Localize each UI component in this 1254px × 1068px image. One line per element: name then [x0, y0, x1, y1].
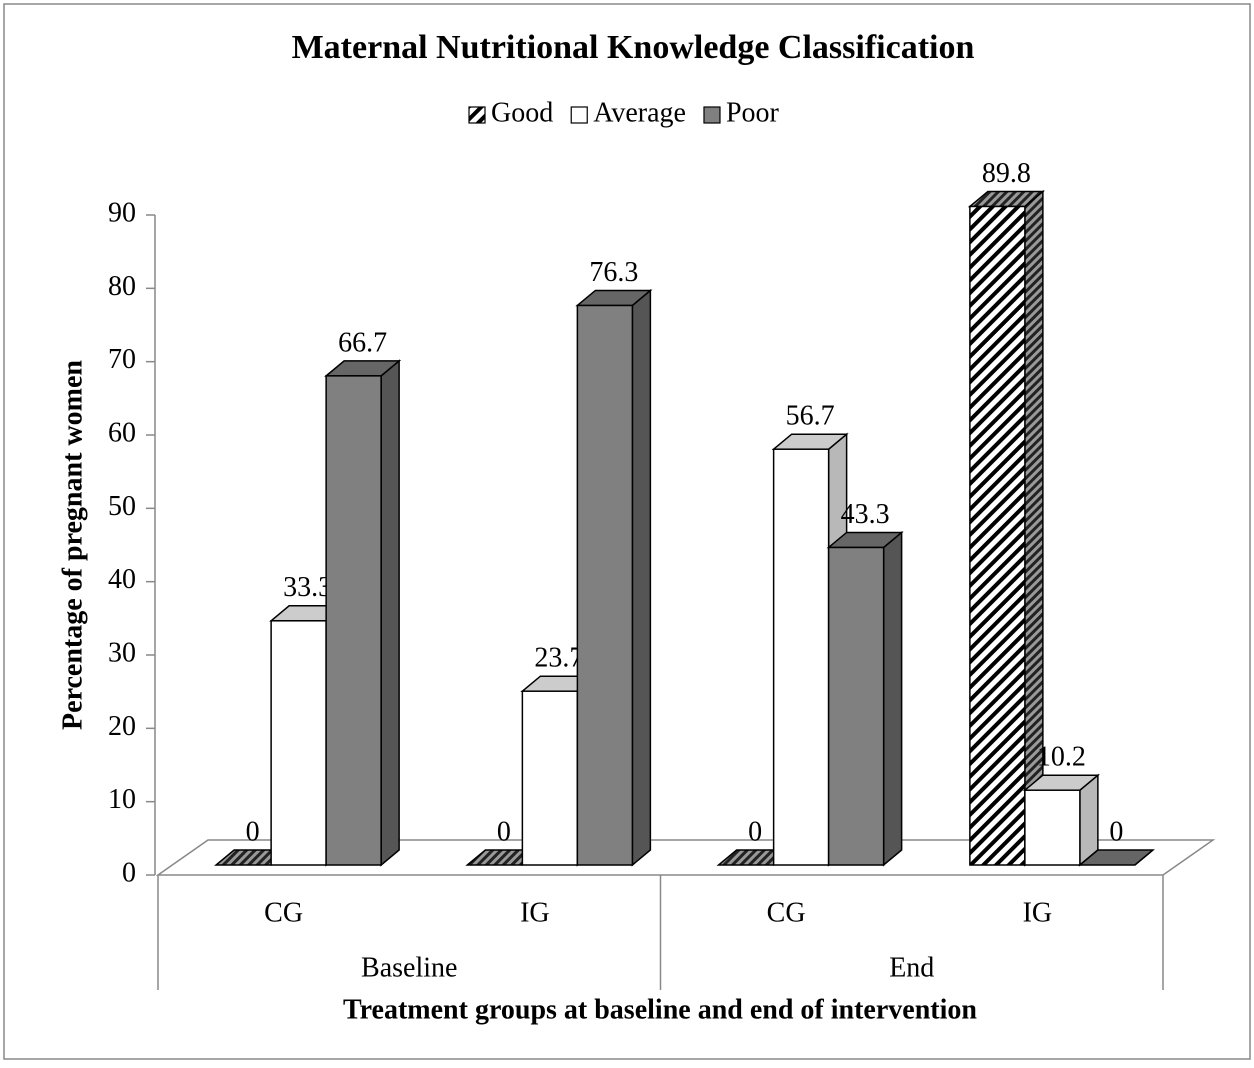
- legend: Good Average Poor: [468, 97, 780, 128]
- legend-swatch: [468, 106, 486, 124]
- bar-side: [380, 359, 400, 867]
- bar: [325, 375, 382, 866]
- data-label: 33.3: [283, 572, 332, 603]
- data-label: 0: [497, 816, 511, 847]
- bar: [1024, 789, 1081, 866]
- bar-3d: [1022, 773, 1100, 867]
- data-label: 23.7: [534, 643, 583, 674]
- chart-title: Maternal Nutritional Knowledge Classific…: [292, 29, 975, 66]
- data-label: 0: [246, 816, 260, 847]
- category-group-label: End: [889, 952, 934, 983]
- y-tick-label: 60: [108, 417, 136, 448]
- bar-3d: [826, 530, 904, 867]
- bar: [772, 448, 830, 866]
- y-tick-label: 20: [108, 711, 136, 742]
- bar-side: [882, 530, 903, 867]
- legend-label: Good: [491, 97, 553, 128]
- x-tick-label: IG: [1023, 897, 1053, 928]
- bar-3d: [324, 359, 402, 867]
- y-tick-label: 0: [122, 857, 136, 888]
- data-label: 0: [748, 816, 762, 847]
- x-tick-label: CG: [264, 897, 303, 928]
- legend-label: Poor: [726, 97, 780, 128]
- data-label: 43.3: [841, 499, 890, 530]
- data-label: 66.7: [338, 327, 387, 358]
- bar: [969, 205, 1026, 866]
- y-axis-title: Percentage of pregnant women: [57, 360, 88, 730]
- bar-side: [631, 288, 652, 867]
- bar-3d: [1077, 849, 1155, 866]
- y-tick-label: 70: [108, 344, 136, 375]
- x-tick-label: IG: [520, 897, 550, 928]
- data-label: 76.3: [589, 257, 638, 288]
- x-tick-label: CG: [767, 897, 806, 928]
- data-label: 0: [1109, 816, 1123, 847]
- legend-swatch: [570, 106, 588, 124]
- legend-label: Average: [593, 97, 686, 128]
- data-label: 89.8: [982, 158, 1031, 189]
- y-tick-label: 30: [108, 637, 136, 668]
- bar: [827, 546, 885, 866]
- bar-top: [1077, 849, 1155, 866]
- x-axis-title: Treatment groups at baseline and end of …: [343, 994, 977, 1025]
- data-label: 10.2: [1037, 742, 1086, 773]
- bar: [270, 620, 327, 866]
- y-tick-label: 80: [108, 271, 136, 302]
- data-label: 56.7: [786, 401, 835, 432]
- category-group-label: Baseline: [361, 952, 457, 983]
- bar: [576, 304, 634, 866]
- y-tick-label: 50: [108, 491, 136, 522]
- bar-3d: [575, 288, 653, 867]
- y-tick-label: 90: [108, 197, 136, 228]
- bar-3d: [967, 189, 1045, 867]
- y-tick-label: 40: [108, 564, 136, 595]
- legend-swatch: [703, 106, 721, 124]
- floor: [155, 839, 1216, 876]
- bar: [521, 690, 579, 866]
- y-tick-label: 10: [108, 784, 136, 815]
